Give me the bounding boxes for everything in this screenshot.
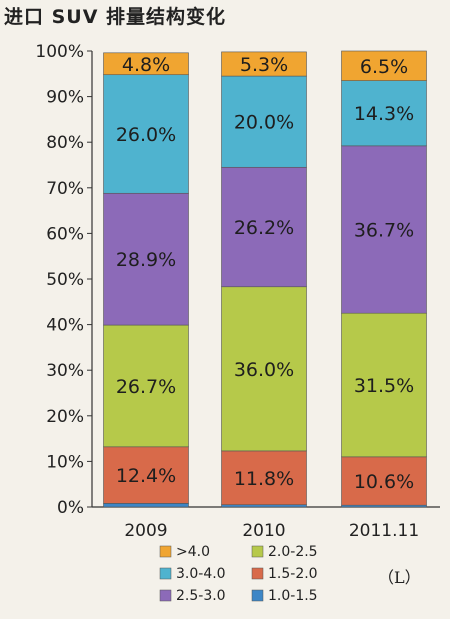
data-label: 36.0%	[234, 359, 294, 381]
legend-swatch	[251, 589, 264, 602]
legend-swatch	[159, 545, 172, 558]
chart-title: 进口 SUV 排量结构变化	[4, 6, 227, 28]
y-tick-label: 30%	[46, 361, 84, 381]
legend-swatch	[251, 545, 264, 558]
legend-swatch	[251, 567, 264, 580]
y-tick-label: 70%	[46, 179, 84, 199]
y-tick-label: 10%	[46, 452, 84, 472]
data-label: 4.8%	[122, 54, 170, 76]
y-tick-label: 50%	[46, 270, 84, 290]
legend-label: 2.0-2.5	[268, 544, 318, 560]
legend-swatch	[159, 589, 172, 602]
y-tick-label: 100%	[35, 42, 84, 62]
legend-label: 1.5-2.0	[268, 566, 318, 582]
bar-segment	[221, 166, 307, 288]
bar-segment	[221, 286, 307, 452]
bar-segment	[103, 446, 189, 504]
data-label: 28.9%	[116, 249, 176, 271]
bar-segment	[103, 52, 189, 76]
data-label: 26.2%	[234, 217, 294, 239]
y-tick-label: 90%	[46, 88, 84, 108]
legend-label: 2.5-3.0	[176, 588, 226, 604]
legend-label: 1.0-1.5	[268, 588, 318, 604]
y-tick-label: 20%	[46, 407, 84, 427]
bar-segment	[103, 503, 189, 508]
bar-segment	[341, 80, 427, 147]
bar-segment	[341, 456, 427, 506]
x-tick-label: 2011.11	[349, 521, 419, 541]
y-tick-label: 0%	[57, 498, 84, 518]
data-label: 26.7%	[116, 376, 176, 398]
data-label: 20.0%	[234, 112, 294, 134]
data-label: 6.5%	[360, 56, 408, 78]
unit-label: （L）	[378, 568, 421, 587]
x-tick-label: 2010	[242, 521, 285, 541]
data-label: 31.5%	[354, 375, 414, 397]
data-label: 26.0%	[116, 124, 176, 146]
bar-segment	[103, 192, 189, 326]
y-tick-label: 40%	[46, 316, 84, 336]
bar-segment	[341, 312, 427, 458]
bar-segment	[341, 145, 427, 314]
bar-segment	[221, 504, 307, 508]
data-label: 5.3%	[240, 54, 288, 76]
data-label: 11.8%	[234, 468, 294, 490]
x-tick-label: 2009	[124, 521, 167, 541]
y-tick-label: 80%	[46, 133, 84, 153]
legend-label: 3.0-4.0	[176, 566, 226, 582]
data-label: 36.7%	[354, 220, 414, 242]
data-label: 12.4%	[116, 465, 176, 487]
bar-segment	[341, 50, 427, 81]
bar-segment	[221, 75, 307, 168]
bar-segment	[103, 74, 189, 194]
data-label: 14.3%	[354, 103, 414, 125]
y-tick-label: 60%	[46, 224, 84, 244]
bar-segment	[221, 51, 307, 77]
data-label: 10.6%	[354, 471, 414, 493]
legend-label: >4.0	[176, 544, 210, 560]
legend-swatch	[159, 567, 172, 580]
